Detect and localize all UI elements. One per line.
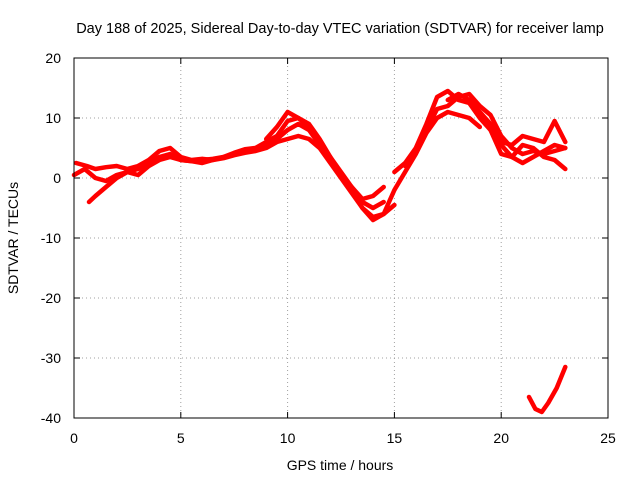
grid-layer — [74, 58, 608, 418]
y-tick-label: -20 — [41, 290, 61, 306]
y-tick-label: -40 — [41, 410, 61, 426]
x-tick-label: 5 — [177, 430, 185, 446]
x-tick-label: 0 — [70, 430, 78, 446]
y-tick-label: 10 — [45, 110, 61, 126]
y-tick-label: -30 — [41, 350, 61, 366]
tick-layer: 0 5 10 15 20 25 -40 -30 -20 -10 0 10 20 — [41, 50, 616, 446]
series-line-track-8 — [488, 127, 568, 166]
x-tick-label: 10 — [280, 430, 296, 446]
x-axis-label: GPS time / hours — [287, 457, 394, 473]
y-tick-label: 20 — [45, 50, 61, 66]
series-line-track-4 — [263, 109, 483, 223]
y-tick-label: 0 — [53, 170, 61, 186]
x-tick-label: 25 — [600, 430, 616, 446]
x-tick-label: 15 — [387, 430, 403, 446]
x-tick-label: 20 — [493, 430, 509, 446]
y-axis-label: SDTVAR / TECUs — [5, 182, 21, 294]
y-tick-label: -10 — [41, 230, 61, 246]
series-layer — [71, 88, 568, 415]
chart-title: Day 188 of 2025, Sidereal Day-to-day VTE… — [76, 21, 604, 37]
series-line-track-9 — [526, 364, 568, 415]
series-line-track-1 — [73, 121, 386, 202]
series-line-track-7 — [445, 91, 568, 148]
series-line-track-2 — [71, 115, 386, 211]
